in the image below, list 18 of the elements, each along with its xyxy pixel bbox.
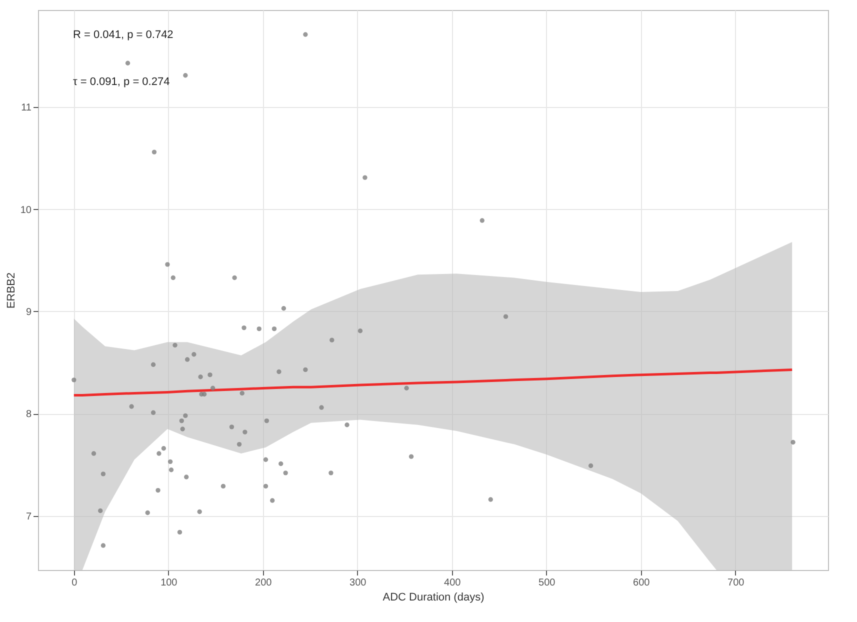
annotation: τ = 0.091, p = 0.274 — [73, 76, 170, 88]
y-tick-label: 8 — [26, 409, 32, 420]
x-tick-label: 0 — [72, 578, 78, 588]
y-tick-label: 9 — [26, 306, 32, 318]
y-tick-label: 10 — [20, 204, 32, 216]
x-tick-label: 700 — [728, 578, 745, 588]
y-axis-title: ERBB2 — [5, 272, 18, 309]
y-tick-label: 7 — [26, 511, 32, 522]
x-tick-label: 400 — [444, 578, 462, 588]
x-tick-label: 500 — [538, 578, 556, 588]
x-tick-label: 100 — [160, 578, 178, 588]
y-tick-label: 11 — [21, 102, 32, 114]
x-tick-label: 300 — [350, 578, 367, 588]
x-axis-title: ADC Duration (days) — [382, 592, 484, 604]
annotation: R = 0.041, p = 0.742 — [73, 29, 174, 41]
x-tick-label: 200 — [255, 578, 272, 588]
x-tick-label: 600 — [633, 578, 650, 588]
line-series — [72, 368, 794, 397]
